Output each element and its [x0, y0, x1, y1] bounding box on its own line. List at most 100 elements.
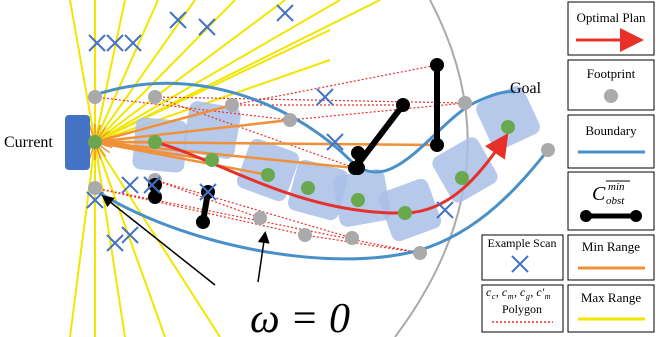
footprint-vertex	[225, 98, 239, 112]
waypoint	[205, 153, 219, 167]
scan-cross	[436, 201, 454, 219]
obstacle-end	[351, 161, 365, 175]
ray	[69, 0, 96, 143]
var-sub: m	[508, 292, 514, 301]
scan-cross	[198, 18, 216, 36]
var-sep: ,	[514, 285, 517, 299]
legend-box	[481, 284, 564, 333]
polygon-edge	[289, 102, 466, 121]
scan-cross	[106, 34, 124, 52]
footprint-vertex	[283, 113, 297, 127]
legend-label: Polygon	[502, 302, 542, 316]
var-sub: m	[545, 292, 551, 301]
legend-box	[567, 114, 655, 169]
ray	[69, 141, 96, 337]
footprint-vertex	[458, 96, 472, 110]
obstacle-end	[148, 178, 162, 192]
obstacle-end	[430, 138, 444, 152]
ray	[94, 0, 126, 143]
scan-cross	[86, 191, 104, 209]
scan-cross	[106, 234, 124, 252]
legend-label: Footprint	[587, 66, 636, 81]
legend-symbol	[604, 89, 618, 103]
scan-cross	[124, 34, 142, 52]
footprint-vertex	[88, 90, 102, 104]
scan-cross	[88, 34, 106, 52]
ray	[94, 0, 341, 143]
legend-label: min	[608, 181, 625, 193]
boundary-upper	[94, 81, 516, 174]
var-sep: ,	[496, 285, 499, 299]
goal-label: Goal	[510, 80, 542, 97]
scan-cross	[316, 88, 334, 106]
legend-box	[567, 234, 655, 281]
footprint-vertex	[253, 211, 267, 225]
var-base: c	[486, 285, 492, 299]
ray	[94, 0, 196, 143]
legend-label: Optimal Plan	[577, 10, 646, 25]
legend-label: Max Range	[581, 290, 642, 305]
ray	[94, 0, 286, 143]
footprint-vertex	[345, 231, 359, 245]
scan-cross	[276, 4, 294, 22]
legend-label: C	[592, 183, 606, 205]
omega-label: ω = 0	[250, 296, 350, 337]
waypoint	[301, 181, 315, 195]
scan-cross	[121, 176, 139, 194]
polygon-edge	[154, 96, 356, 169]
footprint-vertex	[148, 90, 162, 104]
current-label: Current	[4, 134, 53, 151]
footprint-vertex	[88, 181, 102, 195]
var-base: c′	[536, 285, 544, 299]
footprint-vertex	[413, 246, 427, 260]
robot	[65, 115, 90, 170]
footprint-vertex	[541, 143, 555, 157]
waypoint	[455, 171, 469, 185]
var-base: c	[520, 285, 526, 299]
waypoint	[501, 120, 515, 134]
waypoint	[261, 168, 275, 182]
obstacle-end	[396, 98, 410, 112]
polygon-vars: c c, c m, c g, c′ m	[486, 285, 551, 301]
min-range-line	[94, 140, 269, 177]
arrow	[257, 231, 270, 283]
polygon-edge	[304, 234, 421, 254]
legend: Optimal Plan Footprint Boundary C min ob…	[481, 1, 655, 333]
scan-cross	[121, 226, 139, 244]
markers	[86, 4, 555, 260]
boundary-lower	[94, 149, 550, 261]
legend-box	[567, 284, 655, 333]
scan-cross	[169, 11, 187, 29]
waypoint	[398, 206, 412, 220]
waypoint	[88, 135, 102, 149]
waypoint	[148, 135, 162, 149]
min-range-line	[94, 103, 233, 144]
legend-symbol	[580, 210, 592, 222]
waypoint	[351, 193, 365, 207]
ray	[94, 141, 166, 337]
ray	[94, 141, 126, 337]
legend-box	[481, 234, 564, 281]
ray	[94, 59, 331, 143]
var-base: c	[502, 285, 508, 299]
ray	[94, 29, 331, 143]
legend-label: Boundary	[585, 123, 637, 138]
legend-label: Example Scan	[488, 236, 557, 250]
obstacle-end	[148, 190, 162, 204]
legend-label: obst	[606, 195, 625, 207]
var-sub: g	[526, 292, 530, 301]
polygon-edge	[94, 96, 291, 121]
min-range-lines	[94, 103, 438, 177]
scan-cross	[199, 183, 217, 201]
scan-cross	[143, 176, 161, 194]
min-range-line	[94, 118, 291, 144]
obstacle-end	[430, 58, 444, 72]
obstacle-end	[351, 146, 365, 160]
var-sub: c	[492, 292, 496, 301]
polygon-edge	[154, 179, 261, 219]
polygon-edge	[231, 64, 438, 106]
min-range-line	[94, 140, 356, 170]
footprint-vertex	[298, 228, 312, 242]
var-sep: ,	[530, 285, 533, 299]
